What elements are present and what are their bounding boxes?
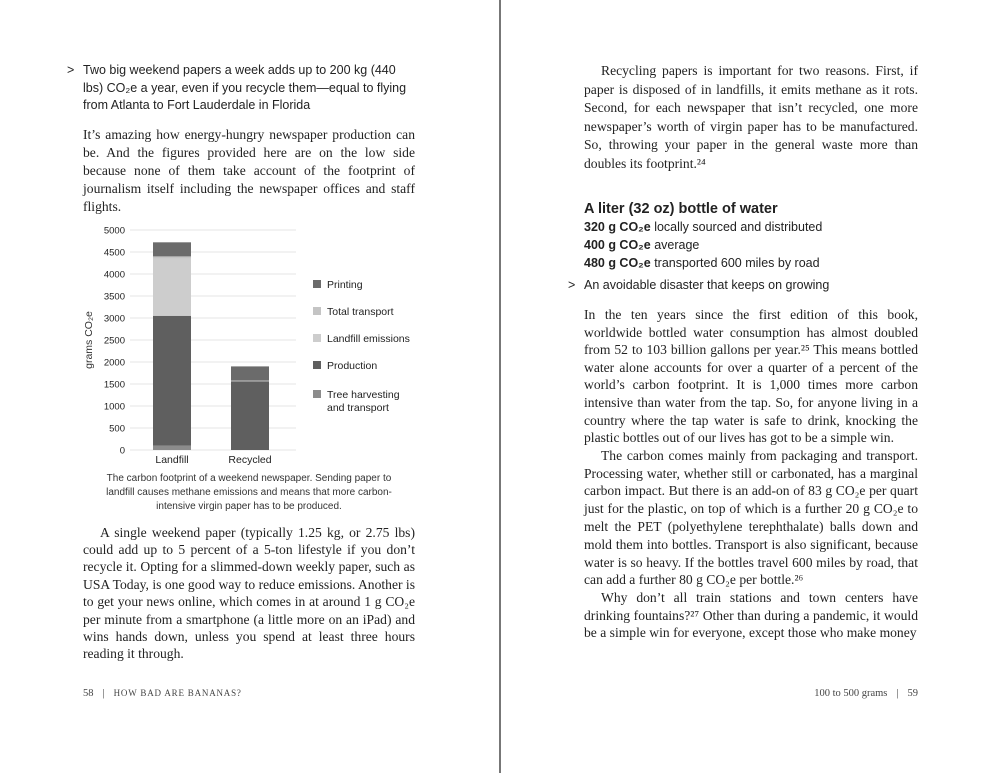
bar-segment-printing	[231, 365, 269, 380]
bar-segment-production	[153, 315, 191, 446]
legend-label: Landfill emissions	[327, 333, 410, 345]
footer-separator: |	[896, 688, 899, 699]
bullet-marker: >	[568, 277, 576, 292]
body-paragraph: Why don’t all train stations and town ce…	[584, 590, 918, 641]
bar-segment-total-transport	[153, 255, 191, 259]
left-page-column: > Two big weekend papers a week adds up …	[67, 62, 415, 663]
y-tick-label: 3500	[104, 291, 125, 302]
chart-caption: The carbon footprint of a weekend newspa…	[106, 472, 392, 512]
body-paragraph: Recycling papers is important for two re…	[584, 63, 918, 171]
y-tick-label: 1000	[104, 401, 125, 412]
legend-swatch	[313, 360, 321, 369]
bar-segment-tree-harvesting-and-transport	[153, 445, 191, 450]
y-tick-label: 500	[109, 423, 125, 434]
page-footer-right: 100 to 500 grams | 59	[814, 688, 918, 699]
fact-line: 400 g CO₂e average	[584, 236, 918, 254]
page-number: 58	[83, 688, 94, 699]
x-tick-label: Recycled	[228, 454, 271, 466]
legend-label: Total transport	[327, 306, 394, 318]
legend-label: Production	[327, 360, 377, 372]
y-tick-label: 4000	[104, 269, 125, 280]
running-title: How Bad Are Bananas?	[113, 688, 242, 698]
bullet-marker: >	[67, 63, 75, 77]
key-point-bullet: > An avoidable disaster that keeps on gr…	[568, 277, 918, 295]
key-point-bullet: > Two big weekend papers a week adds up …	[67, 62, 415, 115]
legend-swatch	[313, 389, 321, 398]
fact-line: 480 g CO₂e transported 600 miles by road	[584, 254, 918, 272]
bar-segment-landfill-emissions	[153, 258, 191, 316]
footer-separator: |	[102, 688, 105, 699]
page-number: 59	[907, 688, 919, 699]
fact-label: locally sourced and distributed	[654, 219, 823, 234]
legend-swatch	[313, 306, 321, 315]
y-tick-label: 5000	[104, 225, 125, 236]
legend-label: Tree harvesting	[327, 389, 400, 401]
page-footer-left: 58 | How Bad Are Bananas?	[83, 688, 242, 699]
fact-label: transported 600 miles by road	[654, 255, 820, 270]
fact-value: 480 g CO₂e	[584, 255, 651, 270]
running-title: 100 to 500 grams	[814, 688, 888, 699]
y-tick-label: 0	[120, 445, 125, 456]
section-heading: A liter (32 oz) bottle of water	[584, 200, 778, 217]
fact-value: 400 g CO₂e	[584, 237, 651, 252]
body-paragraph: A single weekend paper (typically 1.25 k…	[83, 524, 415, 662]
y-tick-label: 1500	[104, 379, 125, 390]
right-page-column: Recycling papers is important for two re…	[568, 62, 918, 642]
y-tick-label: 4500	[104, 247, 125, 258]
bar-segment-production	[231, 380, 269, 450]
fact-line: 320 g CO₂e locally sourced and distribut…	[584, 218, 918, 236]
legend-label: Printing	[327, 279, 363, 291]
body-paragraph: The carbon comes mainly from packaging a…	[584, 447, 918, 588]
bullet-text: Two big weekend papers a week adds up to…	[83, 63, 407, 112]
x-tick-label: Landfill	[155, 454, 188, 466]
fact-value: 320 g CO₂e	[584, 219, 651, 234]
legend-swatch	[313, 279, 321, 288]
legend-swatch	[313, 333, 321, 342]
fact-label: average	[654, 237, 700, 252]
bar-segment-printing	[153, 241, 191, 256]
bullet-text: An avoidable disaster that keeps on grow…	[584, 277, 830, 292]
y-tick-label: 3000	[104, 313, 125, 324]
book-spine	[499, 0, 501, 773]
body-paragraph: In the ten years since the first edition…	[584, 307, 918, 446]
y-axis-label: grams CO₂e	[83, 310, 95, 368]
body-paragraph: It’s amazing how energy-hungry newspaper…	[83, 126, 415, 214]
bar-segment-total-transport	[231, 379, 269, 381]
y-tick-label: 2500	[104, 335, 125, 346]
stacked-bar-chart: 0 500 1000 1500 2000 2500 3000 3500 4000 4500 5000…	[83, 225, 410, 466]
y-tick-label: 2000	[104, 357, 125, 368]
legend-label: and transport	[327, 402, 389, 414]
